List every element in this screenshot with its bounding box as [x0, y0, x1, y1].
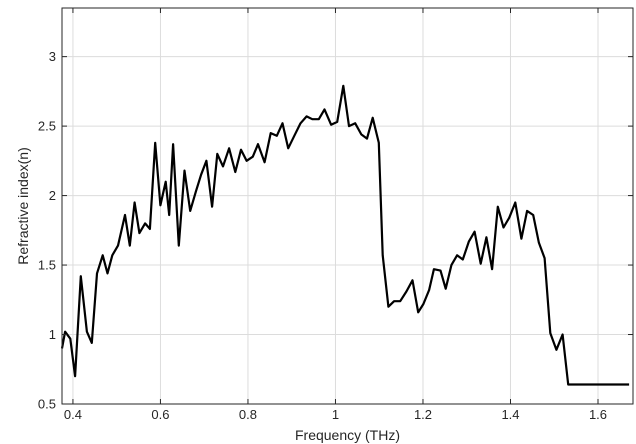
y-tick-label: 2.5 [38, 119, 56, 134]
x-tick-label: 1.2 [414, 407, 432, 422]
y-axis-ticks: 0.5 1 1.5 2 2.5 3 [38, 49, 633, 412]
x-axis-ticks: 0.4 0.6 0.8 1 1.2 1.4 1.6 [64, 8, 607, 422]
refractive-index-series-line [60, 84, 630, 386]
x-gridlines [72, 8, 599, 404]
x-tick-label: 1 [332, 407, 339, 422]
x-tick-label: 0.8 [239, 407, 257, 422]
y-tick-label: 3 [49, 49, 56, 64]
y-gridlines [62, 56, 633, 405]
x-tick-label: 0.6 [151, 407, 169, 422]
x-axis-label: Frequency (THz) [295, 427, 400, 443]
y-tick-label: 0.5 [38, 397, 56, 412]
y-tick-label: 1 [49, 327, 56, 342]
y-tick-label: 1.5 [38, 258, 56, 273]
axes-frame [61, 7, 634, 405]
y-tick-label: 2 [49, 188, 56, 203]
x-tick-label: 1.6 [589, 407, 607, 422]
y-axis-label: Refractive index(n) [15, 147, 31, 265]
x-tick-label: 1.4 [501, 407, 519, 422]
x-tick-label: 0.4 [64, 407, 82, 422]
